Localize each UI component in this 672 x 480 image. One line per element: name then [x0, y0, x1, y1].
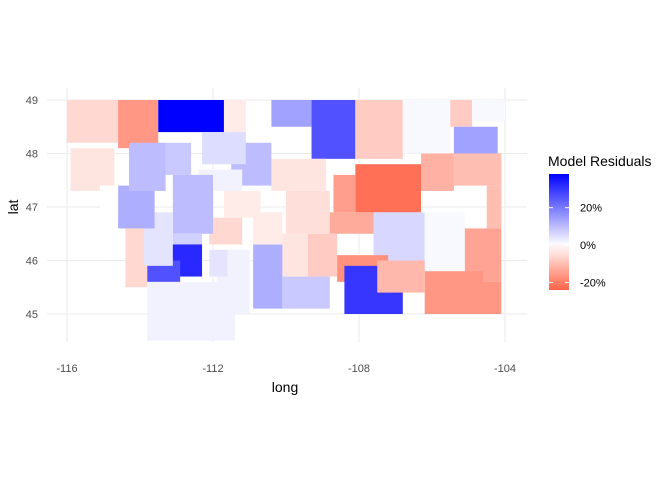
- county-region: [424, 212, 465, 277]
- y-tick-label: 48: [26, 149, 38, 161]
- x-tick-label: -108: [348, 363, 370, 375]
- county-region: [99, 185, 119, 218]
- county-region: [118, 100, 159, 149]
- county-region: [472, 100, 505, 122]
- county-region: [223, 190, 261, 218]
- county-region: [373, 212, 425, 261]
- county-region: [402, 100, 451, 154]
- county-region: [282, 276, 330, 309]
- x-axis-title: long: [272, 379, 298, 395]
- county-region: [421, 153, 454, 191]
- county-region: [271, 100, 312, 127]
- county-region: [486, 185, 502, 229]
- county-region: [450, 100, 473, 127]
- legend-label: 20%: [580, 203, 602, 215]
- county-region: [158, 100, 224, 133]
- county-region: [424, 271, 484, 314]
- county-region: [453, 153, 502, 186]
- county-region: [253, 212, 283, 245]
- county-region: [202, 132, 246, 165]
- legend-label: -20%: [580, 278, 606, 290]
- county-region: [453, 126, 498, 154]
- y-tick-label: 49: [26, 95, 38, 107]
- county-region: [223, 100, 246, 133]
- county-region: [311, 100, 356, 159]
- y-axis-title: lat: [5, 200, 21, 215]
- y-tick-label: 46: [26, 256, 38, 268]
- county-region: [125, 223, 148, 288]
- county-region: [377, 260, 425, 293]
- county-region: [147, 281, 235, 341]
- x-tick-label: -112: [202, 363, 223, 375]
- county-region: [172, 174, 213, 234]
- legend: Model Residuals 20% 0% -20%: [548, 153, 652, 290]
- county-region: [355, 164, 422, 213]
- county-region: [475, 281, 502, 314]
- county-region: [70, 148, 115, 191]
- county-region: [129, 142, 166, 191]
- county-region: [165, 142, 192, 175]
- legend-ticks: 20% 0% -20%: [549, 203, 606, 290]
- county-region: [271, 158, 327, 191]
- x-tick-label: -116: [56, 363, 77, 375]
- y-tick-label: 45: [26, 309, 38, 321]
- x-tick-label: -104: [494, 363, 516, 375]
- county-region: [209, 217, 243, 245]
- county-region: [307, 233, 338, 277]
- legend-colorbar: [549, 174, 569, 290]
- county-region: [253, 244, 283, 309]
- county-region: [333, 174, 356, 213]
- legend-title: Model Residuals: [548, 153, 652, 169]
- county-region: [326, 212, 378, 234]
- y-axis-ticks: 45 46 47 48 49: [26, 95, 38, 321]
- map-regions: [67, 100, 505, 341]
- y-tick-label: 47: [26, 202, 38, 214]
- county-region: [355, 100, 403, 159]
- county-region: [118, 185, 155, 229]
- x-axis-ticks: -116 -112 -108 -104: [56, 363, 516, 375]
- county-region: [286, 190, 330, 234]
- county-region: [282, 233, 308, 277]
- county-region: [209, 249, 228, 277]
- legend-label: 0%: [580, 240, 596, 252]
- county-region: [67, 100, 119, 143]
